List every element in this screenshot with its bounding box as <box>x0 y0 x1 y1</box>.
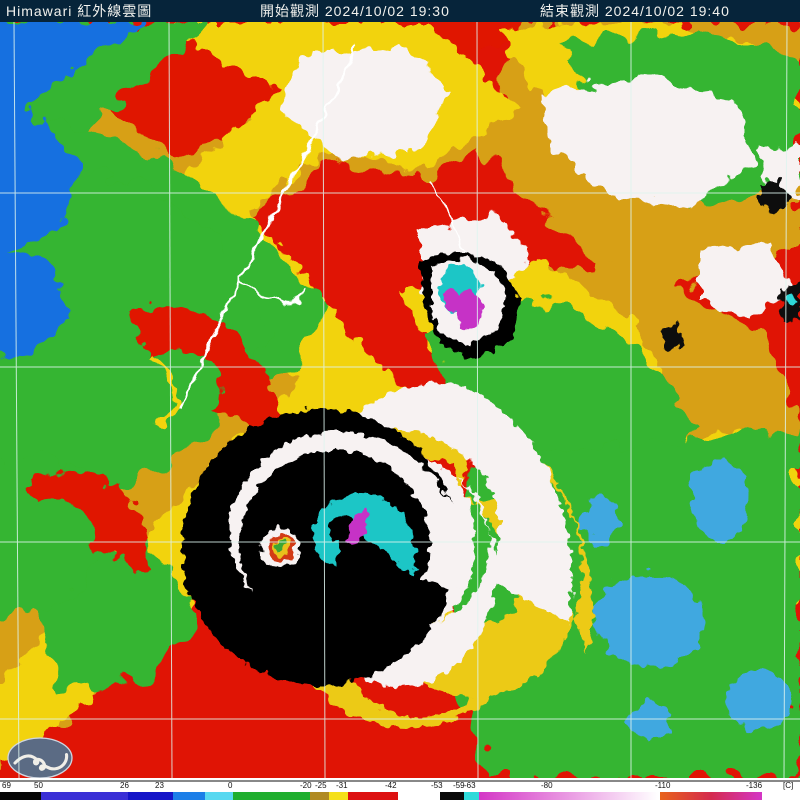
svg-text:結束觀測 2024/10/02 19:40: 結束觀測 2024/10/02 19:40 <box>540 3 730 19</box>
svg-text:-42: -42 <box>385 781 397 790</box>
svg-text:0: 0 <box>228 781 233 790</box>
svg-text:[C]: [C] <box>783 781 793 790</box>
svg-text:26: 26 <box>120 781 129 790</box>
svg-text:-110: -110 <box>655 781 671 790</box>
svg-text:-136: -136 <box>746 781 763 790</box>
svg-text:-80: -80 <box>541 781 553 790</box>
svg-text:69: 69 <box>2 781 11 790</box>
svg-text:Himawari 紅外線雲圖: Himawari 紅外線雲圖 <box>6 3 152 19</box>
svg-text:23: 23 <box>155 781 164 790</box>
svg-text:-25: -25 <box>315 781 327 790</box>
svg-text:50: 50 <box>34 781 43 790</box>
svg-text:開始觀測 2024/10/02 19:30: 開始觀測 2024/10/02 19:30 <box>260 3 450 19</box>
svg-text:-53: -53 <box>431 781 443 790</box>
svg-text:-63: -63 <box>464 781 476 790</box>
svg-text:-20: -20 <box>300 781 312 790</box>
svg-text:-31: -31 <box>336 781 348 790</box>
